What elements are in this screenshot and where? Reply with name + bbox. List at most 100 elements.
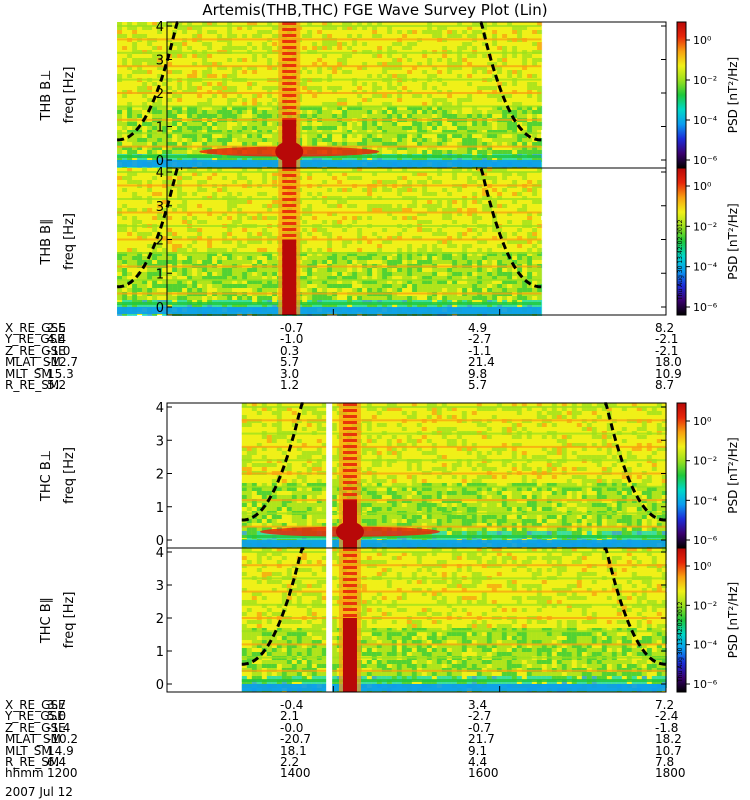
colorbar-tick-label: 10⁻⁴ [693, 494, 718, 507]
colorbar-tick-label: 10⁻⁶ [693, 301, 718, 314]
ephemeris-label: X_RE_GSE [5, 321, 66, 335]
ephemeris-label: MLT_SM [5, 366, 52, 381]
y-tick-label: 3 [156, 200, 164, 215]
colorbar-tick-label: 10⁻⁶ [693, 534, 718, 547]
y-tick-label: 4 [156, 546, 164, 561]
ephemeris-label: MLT_SM [5, 743, 52, 758]
ephemeris-value: -0.7 [468, 720, 492, 735]
ephemeris-value: -2.1 [655, 332, 679, 347]
low-frequency-band [117, 307, 542, 314]
y-tick-label: 3 [156, 434, 164, 449]
y-axis-label: THB B⊥ [39, 69, 54, 121]
ephemeris-value: 2.1 [280, 709, 300, 724]
colorbar-tick-label: 10⁻⁴ [693, 261, 718, 274]
ephemeris-value: -20.7 [280, 732, 312, 747]
ephemeris-value: 14.9 [47, 743, 74, 758]
ephemeris-value: 3.0 [280, 366, 300, 381]
perigee-column [259, 403, 440, 550]
colorbar-tick-label: 10⁰ [693, 34, 712, 47]
ephemeris-value: -0.7 [280, 321, 304, 335]
colorbar-tick-label: 10⁻⁴ [693, 114, 718, 127]
spectrogram-panel: 0 1 2 3 4 THC B∥ freq [Hz] 10⁰ 10⁻² 10⁻⁴ 10⁻⁶ PSD [… [39, 546, 740, 693]
ephemeris-value: 9.8 [468, 366, 488, 381]
ephemeris-value: 18.2 [655, 732, 682, 747]
ephemeris-value: 4.9 [468, 321, 488, 335]
colorbar-label: PSD [nT²/Hz] [726, 203, 740, 279]
cyclotron-curves [117, 21, 542, 142]
ephemeris-value: 10.9 [655, 366, 682, 381]
plot-frame [166, 167, 667, 316]
ephemeris-value: 7.2 [655, 698, 675, 712]
ephemeris-value: 3.4 [468, 698, 488, 712]
ephemeris-label: R_RE_SM [5, 378, 60, 392]
ephemeris-value: 21.4 [468, 355, 495, 370]
ephemeris-label: hhmm [5, 766, 44, 781]
colorbar-tick-label: 10⁻⁶ [693, 154, 718, 167]
ephemeris-label: X_RE_GSE [5, 698, 66, 712]
y-tick-label: 4 [156, 166, 164, 181]
ephemeris-value: 4.4 [468, 755, 488, 769]
harmonic-bands [241, 406, 666, 528]
ephemeris-value: -12.7 [47, 355, 79, 370]
low-frequency-band [241, 679, 666, 682]
ephemeris-value: 2.5 [47, 321, 67, 335]
ephemeris-value: -1.4 [47, 720, 71, 735]
ephemeris-value: -2.7 [468, 332, 492, 347]
y-tick-label: 2 [156, 87, 164, 102]
y-tick-label: 2 [156, 468, 164, 483]
ephemeris-value: 1.2 [280, 378, 300, 392]
y-tick-label: 2 [156, 612, 164, 627]
y-tick-label: 1 [156, 501, 164, 516]
ephemeris-value: -0.4 [280, 698, 304, 712]
chart-title: Artemis(THB,THC) FGE Wave Survey Plot (L… [202, 1, 548, 19]
colorbar-tick-label: 10⁻² [693, 74, 717, 87]
ephemeris-value: 5.2 [47, 378, 67, 392]
ephemeris-label: Z_RE_GSE [5, 343, 66, 358]
colorbar-tick-label: 10⁻² [693, 220, 717, 233]
cyclotron-curves [241, 402, 666, 522]
y-axis-unit-label: freq [Hz] [62, 67, 77, 124]
y-tick-label: 2 [156, 234, 164, 249]
ephemeris-value: -10.2 [47, 732, 79, 747]
ephemeris-label: Y_RE_GSE [5, 709, 65, 724]
ephemeris-label: R_RE_SM [5, 755, 60, 769]
colorbar: 10⁰ 10⁻² 10⁻⁴ 10⁻⁶ PSD [nT²/Hz] [676, 21, 740, 169]
harmonic-bands [117, 25, 542, 148]
ephemeris-value: 18.1 [280, 743, 307, 758]
ephemeris-value: -1.0 [280, 332, 304, 347]
date-label: 2007 Jul 12 [5, 785, 73, 799]
spectrogram-panel: 0 1 2 3 4 THC B⊥ freq [Hz] 10⁰ 10⁻² 10⁻⁴ 10⁻⁶ PSD [… [39, 401, 740, 551]
ephemeris-value: 5.7 [468, 378, 488, 392]
y-tick-label: 0 [156, 678, 164, 693]
y-axis-unit-label: freq [Hz] [62, 592, 77, 649]
colorbar-label: PSD [nT²/Hz] [726, 582, 740, 658]
y-axis-label: THC B⊥ [39, 450, 54, 502]
colorbar-tick-label: 10⁻² [693, 455, 717, 468]
ephemeris-value: 1600 [468, 766, 499, 781]
colorbar-tick-label: 10⁻⁴ [693, 639, 718, 652]
low-frequency-band [117, 302, 542, 305]
colorbar-label: PSD [nT²/Hz] [726, 57, 740, 133]
data-gap [326, 548, 333, 692]
y-axis-unit-label: freq [Hz] [62, 213, 77, 270]
ephemeris-value: -1.0 [47, 343, 71, 358]
ephemeris-value: -2.1 [655, 343, 679, 358]
y-tick-label: 0 [156, 301, 164, 316]
y-tick-label: 1 [156, 121, 164, 136]
ephemeris-value: 5.0 [47, 709, 67, 724]
colorbar-tick-label: 10⁰ [693, 415, 712, 428]
low-frequency-band [241, 684, 666, 691]
y-tick-label: 3 [156, 579, 164, 594]
colorbar-tick-label: 10⁻² [693, 599, 717, 612]
ephemeris-label: MLAT_SM [5, 355, 61, 370]
plot-frame [166, 547, 667, 693]
spectrogram-texture [241, 548, 667, 692]
colorbar-tick-label: 10⁰ [693, 560, 712, 573]
ephemeris-value: 9.1 [468, 743, 488, 758]
low-frequency-band [117, 160, 542, 167]
y-axis-unit-label: freq [Hz] [62, 447, 77, 504]
perigee-column [199, 22, 380, 169]
ephemeris-value: 5.7 [280, 355, 300, 370]
ephemeris-label: Y_RE_GSE [5, 332, 65, 347]
ephemeris-value: -1.8 [655, 720, 679, 735]
